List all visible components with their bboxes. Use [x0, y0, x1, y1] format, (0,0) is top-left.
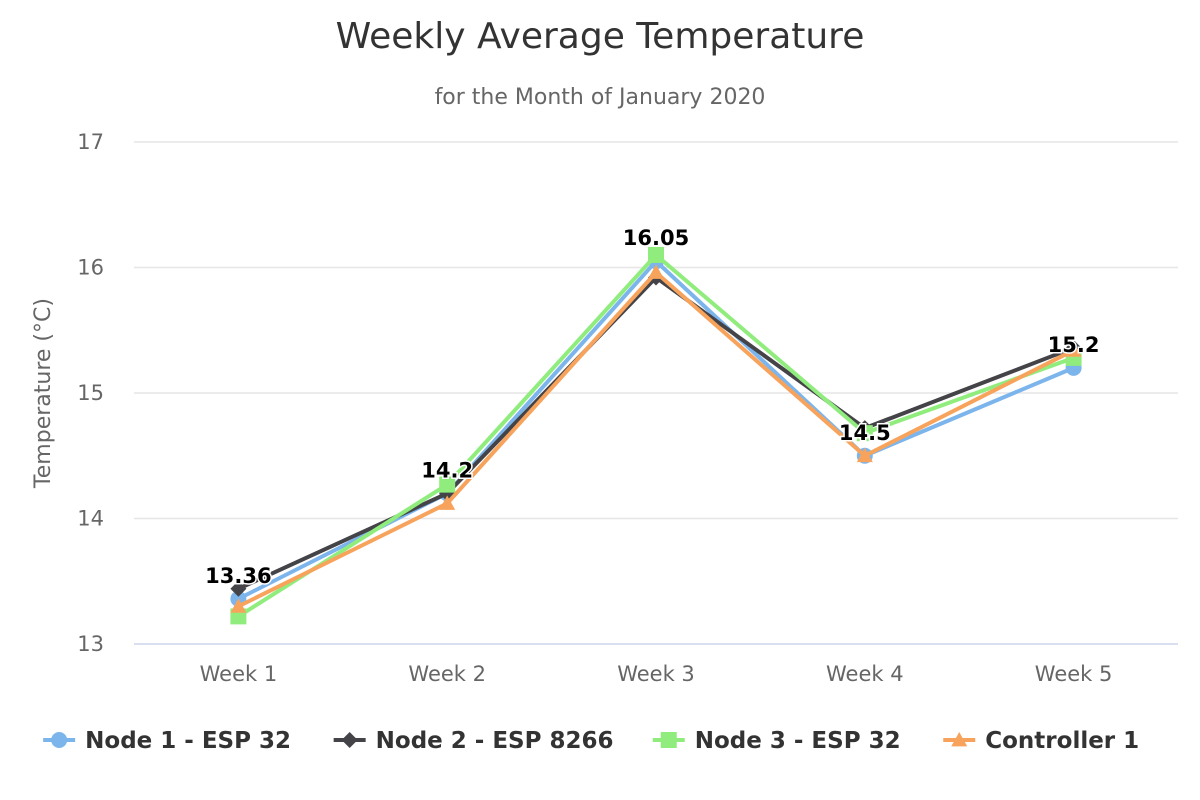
legend-label: Node 2 - ESP 8266 — [376, 728, 614, 754]
x-tick-label: Week 3 — [617, 662, 695, 686]
data-label: 16.05 — [623, 226, 689, 250]
y-axis-title: Temperature (°C) — [31, 298, 56, 489]
x-tick-label: Week 1 — [200, 662, 278, 686]
y-tick-label: 17 — [77, 130, 104, 154]
y-tick-label: 16 — [77, 256, 104, 280]
series-controller-1 — [230, 264, 1082, 613]
legend-swatch-marker — [341, 732, 358, 748]
data-point — [230, 598, 247, 613]
x-tick-label: Week 2 — [408, 662, 486, 686]
legend: Node 1 - ESP 32 Node 2 - ESP 8266 Node 3 -… — [43, 728, 1139, 754]
legend-label: Node 3 - ESP 32 — [695, 728, 901, 754]
legend-label: Controller 1 — [985, 728, 1139, 754]
legend-item-node-2-esp-8266[interactable]: Node 2 - ESP 8266 — [333, 728, 614, 754]
legend-item-node-3-esp-32[interactable]: Node 3 - ESP 32 — [652, 728, 901, 754]
y-tick-label: 14 — [77, 507, 104, 531]
series-line — [236, 259, 1076, 601]
data-label: 15.2 — [1048, 333, 1100, 357]
data-label: 14.5 — [839, 421, 891, 445]
data-point — [856, 425, 873, 442]
series-node-3-esp-32 — [230, 246, 1082, 625]
data-point — [648, 246, 664, 263]
chart-subtitle: for the Month of January 2020 — [435, 85, 766, 110]
legend-item-node-1-esp-32[interactable]: Node 1 - ESP 32 — [43, 728, 291, 754]
data-point — [439, 495, 456, 510]
x-tick-label: Week 5 — [1035, 662, 1113, 686]
data-label: 14.2 — [421, 458, 473, 482]
series-line — [236, 275, 1076, 591]
legend-swatch-marker — [51, 732, 68, 748]
legend-label: Node 1 - ESP 32 — [85, 728, 291, 754]
gridlines — [134, 141, 1178, 645]
y-tick-label: 15 — [77, 381, 104, 405]
data-point — [856, 447, 873, 463]
legend-swatch-marker — [951, 732, 968, 747]
series-line — [236, 270, 1076, 609]
series-layer — [230, 246, 1082, 625]
data-point — [1065, 342, 1082, 357]
data-labels: 13.36 14.2 16.05 14.5 15.2 — [204, 225, 1101, 590]
data-point — [230, 580, 247, 597]
x-axis-ticks: Week 1 Week 2 Week 3 Week 4 Week 5 — [200, 662, 1113, 686]
y-axis-ticks: 13 14 15 16 17 — [77, 130, 104, 656]
series-node-1-esp-32 — [230, 253, 1082, 607]
series-line — [236, 252, 1076, 619]
chart-title: Weekly Average Temperature — [336, 16, 865, 57]
legend-swatch-marker — [660, 732, 677, 748]
y-tick-label: 13 — [77, 632, 104, 656]
data-point — [648, 264, 664, 279]
data-point — [439, 476, 456, 493]
x-tick-label: Week 4 — [826, 662, 904, 686]
legend-item-controller-1[interactable]: Controller 1 — [943, 728, 1139, 754]
data-label: 13.36 — [205, 564, 271, 588]
